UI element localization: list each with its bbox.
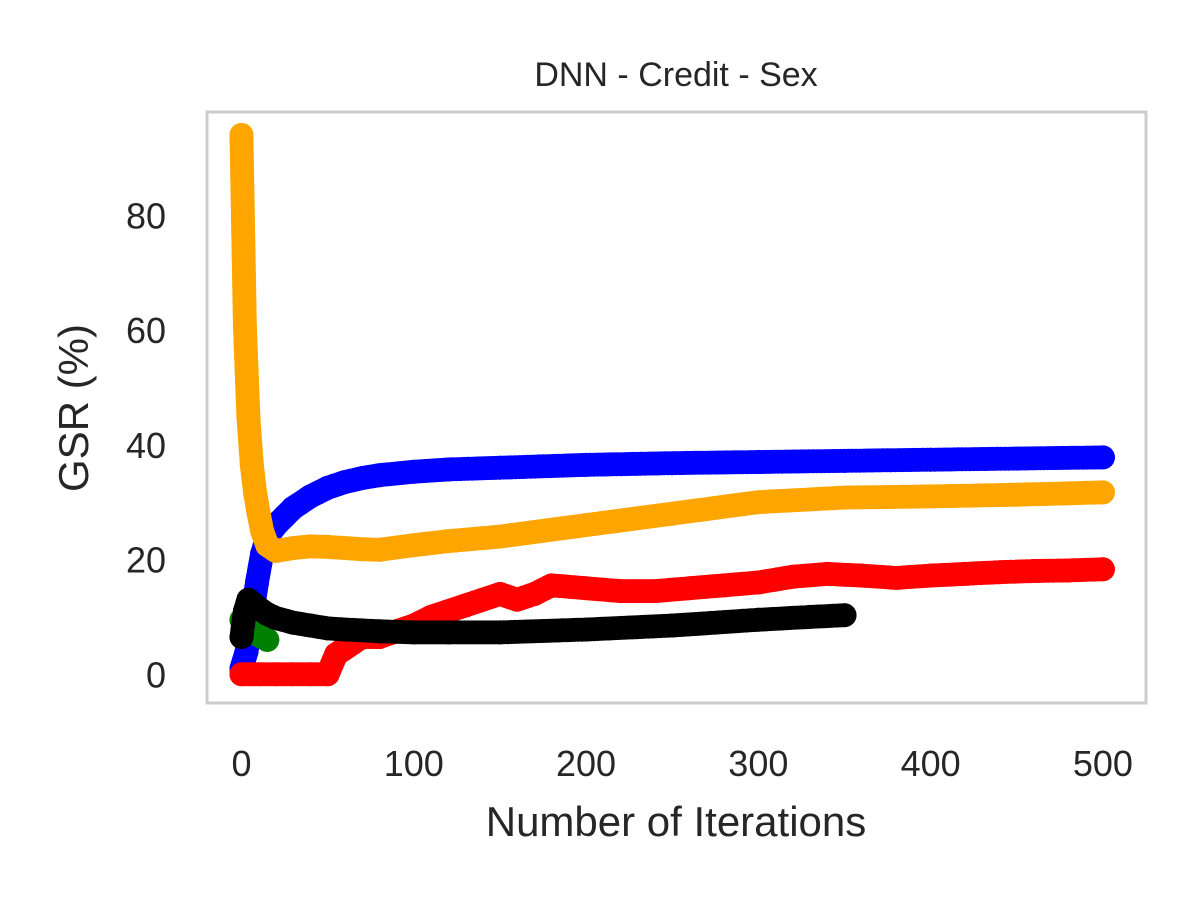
data-point [574,452,598,477]
data-point [239,452,264,477]
data-point [918,447,943,472]
data-point [815,561,840,586]
data-point [1004,446,1029,471]
x-tick-label: 500 [1073,743,1133,784]
data-point [401,459,426,484]
data-point [315,662,340,687]
data-point [987,560,1012,585]
data-point [487,620,512,645]
data-point [711,573,736,598]
data-point [780,564,805,589]
data-point [229,662,254,687]
data-point [1090,557,1115,582]
data-point [1090,480,1115,505]
y-tick-label: 80 [126,195,166,236]
data-point [1004,482,1029,507]
x-tick-label: 0 [231,743,251,784]
data-point [608,579,633,604]
data-point [643,579,667,604]
data-point [746,490,771,515]
data-point [574,617,598,642]
data-point [229,123,254,147]
y-axis-label: GSR (%) [50,324,97,492]
data-point [574,513,598,538]
data-point [367,537,392,562]
data-point [243,481,268,506]
data-point [746,607,771,632]
x-tick-label: 300 [728,743,788,784]
data-point [832,485,857,510]
y-tick-label: 20 [126,540,166,581]
y-tick-label: 40 [126,425,166,466]
data-point [953,561,978,586]
data-point [298,534,323,559]
data-point [660,451,685,476]
data-point [315,534,340,559]
data-point [281,495,306,520]
data-point [487,524,512,549]
x-tick-label: 100 [384,743,444,784]
y-tick-label: 0 [146,654,166,695]
data-point [918,484,943,509]
series-1 [229,557,1115,687]
y-tick-label: 60 [126,310,166,351]
series-layer [229,123,1115,687]
data-point [436,529,461,554]
data-point [660,613,685,638]
data-point [660,501,685,526]
data-point [746,450,771,474]
data-point [677,576,702,601]
data-point [332,636,357,661]
x-tick-labels: 0 100 200 300 400 500 [231,743,1133,784]
data-point [746,570,771,595]
data-point [263,662,288,687]
data-point [1022,559,1046,583]
data-point [436,457,461,482]
data-point [281,662,306,687]
data-point [236,404,261,429]
data-point [229,625,254,649]
data-point [1090,445,1115,470]
data-point [401,620,426,645]
data-point [255,627,280,652]
plot-frame [205,110,1148,705]
x-axis-label: Number of Iterations [486,798,867,845]
y-tick-labels: 0 20 40 60 80 [126,195,166,695]
series-2 [229,123,1115,563]
data-point [884,565,909,590]
data-point [487,455,512,480]
data-point [332,617,357,642]
chart-title: DNN - Credit - Sex [534,56,817,94]
data-point [539,573,564,598]
data-point [367,463,392,488]
data-point [281,536,306,561]
data-point [401,533,426,558]
x-tick-label: 400 [901,743,961,784]
data-point [832,603,857,628]
data-point [574,576,598,601]
data-point [918,563,943,588]
data-point [1056,558,1081,583]
series-4 [229,587,857,649]
data-point [367,619,392,644]
data-point [315,616,340,641]
data-point [849,563,874,588]
data-point [332,536,357,561]
data-point [298,662,323,687]
data-point [350,537,375,562]
data-point [832,448,857,473]
data-point [246,662,271,687]
data-point [232,315,257,340]
data-point [798,604,822,629]
data-point [436,620,461,645]
x-tick-label: 200 [556,743,616,784]
